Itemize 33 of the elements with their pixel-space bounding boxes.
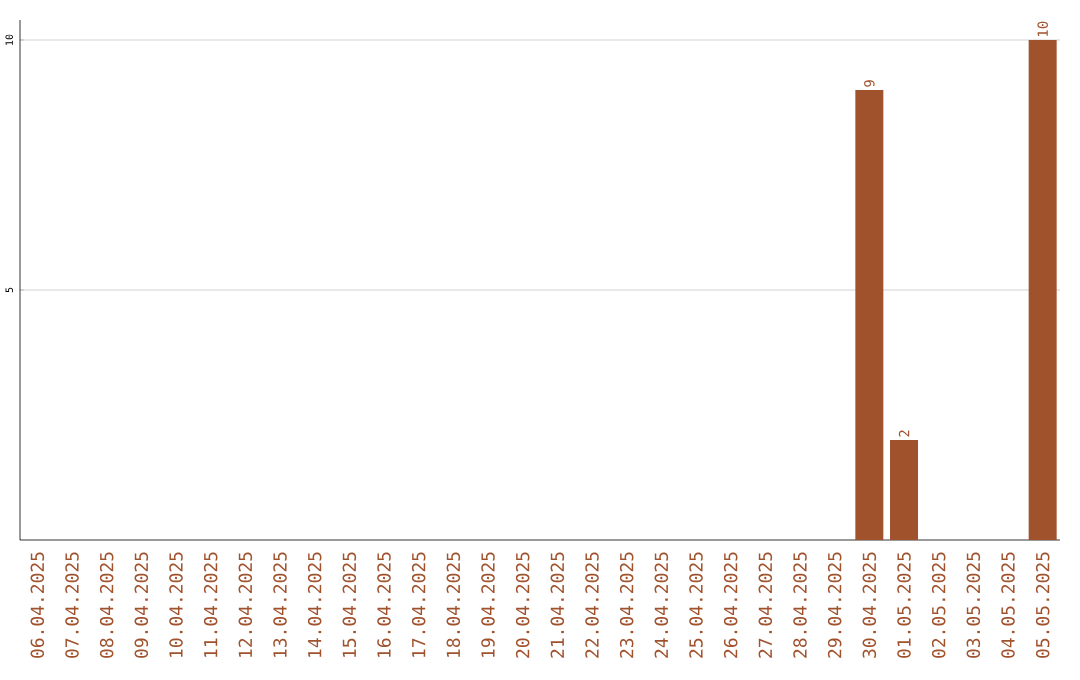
x-tick-label: 07.04.2025 [65,552,79,658]
x-tick-label: 09.04.2025 [134,552,149,658]
x-tick-label: 25.04.2025 [689,552,703,658]
x-tick-label: 26.04.2025 [723,552,738,658]
x-tick-label: 17.04.2025 [411,552,426,657]
x-tick-label: 29.04.2025 [827,552,842,658]
x-tick-label: 30.04.2025 [862,552,877,658]
x-tick-label: 12.04.2025 [238,552,253,657]
x-tick-label: 10.04.2025 [169,552,183,657]
bar [1028,39,1057,540]
x-tick-label: 27.04.2025 [758,552,773,658]
x-tick-label: 01.05.2025 [897,552,911,658]
x-tick-label: 19.04.2025 [481,552,495,657]
x-tick-label: 06.04.2025 [30,552,45,658]
x-tick-label: 21.04.2025 [550,552,565,658]
x-tick-label: 03.05.2025 [966,552,981,658]
x-tick-label: 05.05.2025 [1035,552,1050,658]
x-tick-label: 24.04.2025 [654,552,669,658]
x-tick-label: 08.04.2025 [99,552,114,658]
x-tick-label: 13.04.2025 [273,552,287,657]
bar [855,89,884,540]
x-tick-label: 20.04.2025 [515,552,530,658]
x-tick-label: 16.04.2025 [377,552,391,657]
x-tick-label: 28.04.2025 [793,552,807,658]
bar [890,440,919,540]
x-tick-label: 11.04.2025 [203,552,218,657]
x-tick-label: 22.04.2025 [585,552,599,658]
x-tick-label: 02.05.2025 [931,552,946,658]
x-tick-label: 18.04.2025 [446,552,461,657]
x-tick-label: 04.05.2025 [1001,552,1015,658]
x-tick-label: 14.04.2025 [307,552,322,657]
x-tick-label: 15.04.2025 [342,552,357,657]
x-tick-label: 23.04.2025 [619,552,634,658]
